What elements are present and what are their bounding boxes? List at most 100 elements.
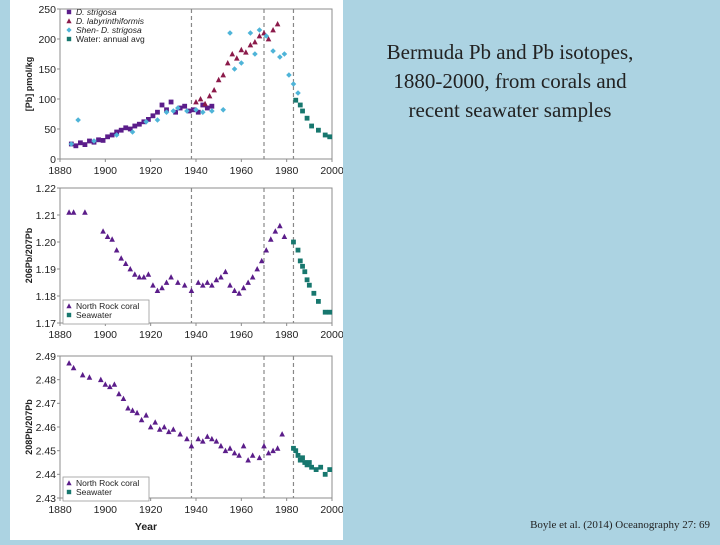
chart-1-legend-label: D. labyrinthiformis xyxy=(76,16,145,26)
chart-3-legend-marker xyxy=(66,489,72,495)
chart-1-series-2-point xyxy=(265,36,272,42)
chart-3-series-1-point xyxy=(86,374,93,380)
chart-1-legend-marker xyxy=(66,36,72,42)
chart-3-series-1-point xyxy=(218,442,224,449)
chart-2-series-1-point xyxy=(277,222,283,229)
chart-3-xtick-label: 1880 xyxy=(48,504,72,516)
chart-3-xtick-label: 1940 xyxy=(184,504,208,516)
chart-2-series-1-point xyxy=(113,247,120,253)
chart-2-series-1-point xyxy=(204,279,211,285)
chart-3-ytick-label: 2.43 xyxy=(36,493,57,505)
chart-1-ylabel: [Pb] pmol/kg xyxy=(24,57,34,112)
chart-1-series-2-point xyxy=(224,60,231,66)
chart-3-series-1-point xyxy=(143,412,149,418)
chart-3-legend-marker xyxy=(66,480,72,486)
chart-3-series-1-point xyxy=(188,442,195,449)
chart-1-series-3-point xyxy=(256,27,263,33)
chart-1-series-1-point xyxy=(136,121,142,127)
chart-1-series-2-point xyxy=(252,39,258,45)
chart-1-legend-marker xyxy=(66,27,72,33)
chart-2-series-1-point xyxy=(150,282,156,288)
chart-3-series-1-point xyxy=(166,428,172,435)
chart-1-series-3-point xyxy=(286,72,292,78)
chart-2-series-1-point xyxy=(163,279,170,285)
chart-1-series-4-point xyxy=(304,115,310,121)
chart-1-xtick-label: 1900 xyxy=(94,165,118,177)
chart-1-series-1-point xyxy=(118,127,124,133)
chart-2-series-1-point xyxy=(118,255,124,261)
chart-1-series-3-point xyxy=(263,33,270,39)
chart-3-series-1-point xyxy=(152,419,158,425)
chart-3-series-1-point xyxy=(209,435,215,442)
chart-2-series-2-point xyxy=(302,269,308,275)
chart-1-series-1-point xyxy=(200,102,206,108)
chart-1-series-2-point xyxy=(220,72,226,78)
chart-1-legend-label: D. strigosa xyxy=(76,7,117,17)
chart-3-series-1-point xyxy=(129,407,136,413)
chart-1-series-2-point xyxy=(261,30,267,36)
chart-1-series-4-point xyxy=(293,97,299,103)
chart-2-ytick-label: 1.18 xyxy=(36,291,57,303)
chart-3-ytick-label: 2.45 xyxy=(36,445,57,457)
chart-3-series-1-point xyxy=(222,447,229,454)
chart-1-series-1-point xyxy=(78,140,83,146)
chart-2-series-1-point xyxy=(240,284,247,291)
chart-3-series-1-point xyxy=(245,457,251,463)
chart-3-series-2-point xyxy=(295,453,301,458)
chart-2-series-1-point xyxy=(109,236,115,242)
chart-1-series-2-point xyxy=(247,42,254,48)
chart-2-ytick-label: 1.20 xyxy=(36,237,57,249)
chart-1-series-3-point xyxy=(200,109,206,115)
chart-1-series-2-point xyxy=(238,46,245,53)
chart-2-xtick-label: 1880 xyxy=(48,329,72,341)
chart-3-legend-box xyxy=(62,476,150,502)
chart-1-series-3-point xyxy=(227,30,233,36)
chart-1-series-1-point xyxy=(155,109,160,115)
chart-1-series-3-point xyxy=(238,60,245,66)
chart-2-series-1-point xyxy=(136,274,143,280)
chart-2-series-1-point xyxy=(281,233,288,239)
chart-1-legend-label: Water: annual avg xyxy=(76,34,145,44)
chart-2-series-2-point xyxy=(311,290,317,296)
chart-3-ytick-label: 2.48 xyxy=(36,374,57,386)
chart-1-series-2-point xyxy=(197,96,204,102)
chart-2-series-1-point xyxy=(268,236,274,242)
chart-2-xtick-label: 1960 xyxy=(230,329,254,341)
chart-3-series-1-point xyxy=(120,395,127,401)
chart-1-xtick-label: 1880 xyxy=(48,165,72,177)
chart-1-series-1-point xyxy=(96,137,101,143)
chart-3-series-2-point xyxy=(322,471,328,477)
chart-2-series-1-point xyxy=(154,287,161,293)
chart-2-series-1-point xyxy=(227,282,233,288)
chart-1-series-1-point xyxy=(132,123,138,129)
chart-1-series-3-point xyxy=(163,109,170,115)
chart-1-series-1-point xyxy=(168,99,174,105)
chart-3-ylabel: 208Pb/207Pb xyxy=(24,399,34,455)
chart-1-series-3-point xyxy=(209,108,215,114)
chart-1-series-2-point xyxy=(243,49,249,55)
chart-3-series-1-point xyxy=(138,416,145,423)
chart-1-series-1-point xyxy=(195,109,201,115)
chart-2-series-2-point xyxy=(291,239,296,245)
chart-1-series-3-point xyxy=(277,54,283,60)
chart-2-series-2-point xyxy=(304,277,310,283)
chart-1-series-2-point xyxy=(211,87,217,93)
chart-1-series-3-point xyxy=(175,105,181,111)
chart-2-series-2-point xyxy=(322,309,328,315)
chart-1-series-3-point xyxy=(231,66,238,72)
chart-1-series-2-point xyxy=(256,33,263,39)
chart-3-ytick-label: 2.46 xyxy=(36,422,57,434)
chart-3-series-1-point xyxy=(227,445,233,451)
chart-2-series-1-point xyxy=(249,274,256,280)
chart-2-series-1-point xyxy=(236,290,242,296)
chart-3-series-1-point xyxy=(161,424,168,430)
chart-1-series-1-point xyxy=(204,105,210,111)
chart-2-legend-box xyxy=(62,299,150,325)
chart-3-series-1-point xyxy=(98,376,104,383)
chart-3-series-1-point xyxy=(70,364,77,371)
chart-1-series-2-point xyxy=(234,55,240,61)
chart-1-series-1-point xyxy=(146,117,151,122)
chart-1-series-3-point xyxy=(270,48,276,54)
chart-3-series-1-point xyxy=(270,447,276,454)
chart-1-legend-marker xyxy=(66,18,72,24)
